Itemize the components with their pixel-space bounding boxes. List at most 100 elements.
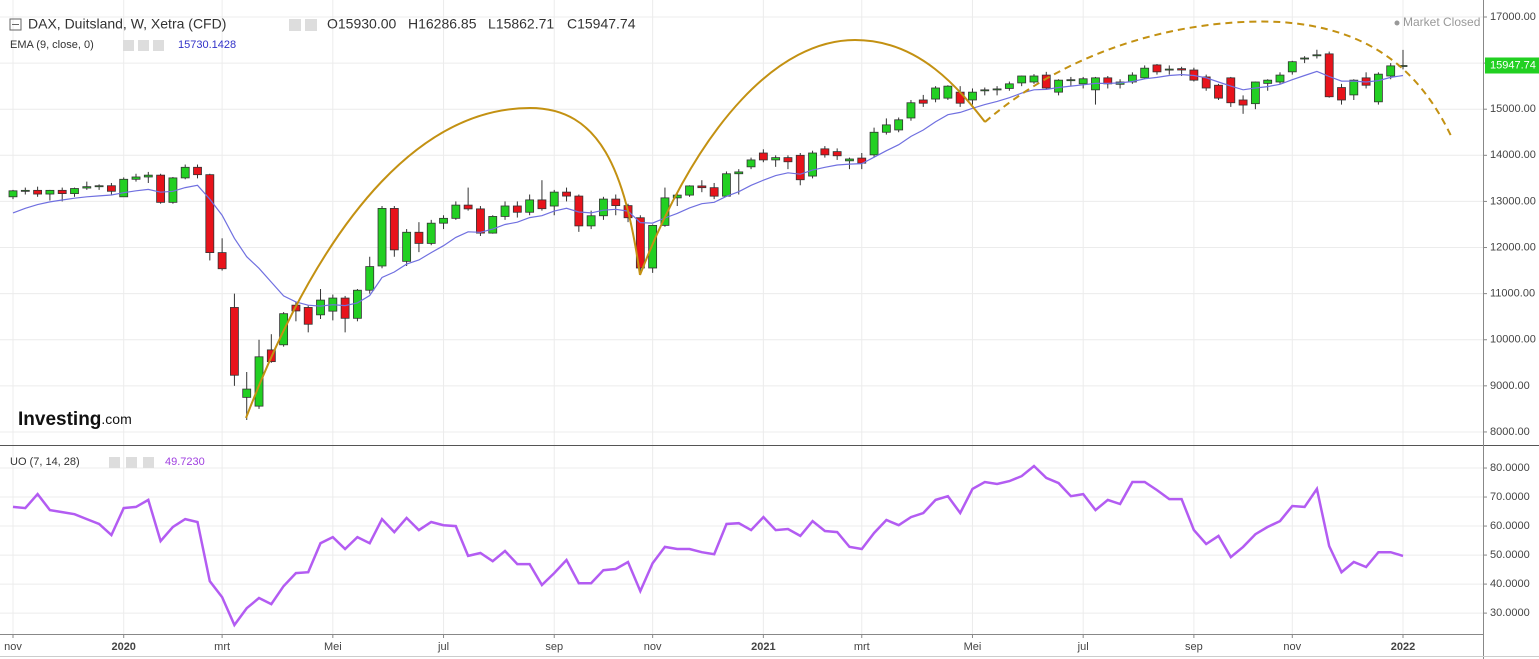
candle-body	[832, 151, 842, 157]
candle-body	[906, 102, 916, 119]
candle-body	[180, 166, 190, 179]
candle-body	[156, 174, 166, 203]
candle-body	[1250, 81, 1260, 105]
candle-body	[549, 191, 559, 207]
settings-icon[interactable]	[123, 40, 134, 51]
chart-title: DAX, Duitsland, W, Xetra (CFD)	[28, 16, 226, 32]
settings-icon[interactable]	[305, 19, 317, 31]
annotation-arc	[639, 38, 986, 276]
candle-body	[808, 152, 817, 177]
candle-body	[845, 158, 854, 162]
grid	[0, 0, 1483, 634]
candle-body	[217, 252, 227, 270]
y-tick-label: 17000.00	[1490, 11, 1536, 23]
candle-body	[316, 299, 325, 316]
candle-body	[758, 152, 768, 161]
candle-body	[463, 204, 473, 210]
candle-body	[709, 187, 719, 197]
candle-body	[500, 205, 510, 217]
candle-body	[881, 124, 891, 133]
ohlc-label: O15930.00	[327, 16, 396, 32]
candle-body	[131, 176, 141, 180]
x-tick-label: 2020	[111, 641, 135, 653]
candle-body	[660, 197, 670, 226]
y-tick-label: 40.0000	[1490, 578, 1530, 590]
candle-body	[820, 148, 830, 156]
candle-body	[1041, 74, 1051, 89]
collapse-icon[interactable]	[9, 18, 22, 31]
candle-body	[242, 388, 252, 398]
annotation-arc-dashed	[984, 20, 1453, 139]
candle-body	[488, 216, 498, 234]
candle-body	[107, 185, 116, 192]
candle-body	[1238, 99, 1248, 106]
candle-body	[476, 208, 485, 234]
settings-icon[interactable]	[126, 457, 137, 468]
ohlc-label: L15862.71	[488, 16, 554, 32]
candle-body	[685, 185, 694, 196]
candle-body	[82, 186, 92, 189]
x-tick-label: mrt	[854, 641, 870, 653]
candle-body	[8, 190, 18, 198]
ema-line	[12, 70, 1404, 307]
market-status: Market Closed	[1403, 15, 1480, 29]
candle-body	[94, 185, 104, 188]
candle-body	[635, 217, 645, 269]
settings-icon[interactable]	[153, 40, 164, 51]
candle-body	[1214, 84, 1223, 99]
y-tick-label: 10000.00	[1490, 334, 1536, 346]
candle-body	[1312, 54, 1322, 57]
candle-body	[968, 91, 977, 101]
x-tick-label: nov	[4, 641, 22, 653]
candle-body	[1029, 75, 1039, 83]
candle-body	[340, 297, 350, 319]
candle-body	[1201, 76, 1211, 89]
candle-body	[57, 189, 67, 194]
ema-value: 15730.1428	[178, 39, 236, 51]
candle-body	[525, 199, 535, 213]
candle-body	[205, 174, 215, 253]
candle-body	[353, 289, 362, 319]
candle-body	[377, 208, 387, 267]
candle-body	[611, 198, 621, 207]
candle-body	[894, 119, 904, 131]
candle-body	[1337, 87, 1346, 101]
candle-body	[697, 185, 707, 189]
y-tick-label: 50.0000	[1490, 549, 1530, 561]
candle-body	[1287, 61, 1297, 73]
candle-body	[1226, 77, 1236, 104]
x-tick-label: 2022	[1391, 641, 1415, 653]
marks	[8, 49, 1408, 628]
candle-body	[1177, 68, 1186, 71]
candle-body	[1152, 64, 1162, 73]
y-tick-label: 11000.00	[1490, 288, 1535, 300]
settings-icon[interactable]	[143, 457, 154, 468]
candle-body	[389, 208, 399, 251]
settings-icon[interactable]	[138, 40, 149, 51]
candle-body	[931, 87, 940, 100]
y-tick-label: 30.0000	[1490, 607, 1530, 619]
ema-label: EMA (9, close, 0)	[10, 39, 94, 51]
candle-body	[414, 231, 424, 244]
candle-body	[992, 88, 1002, 91]
candle-body	[254, 356, 264, 407]
y-tick-label: 60.0000	[1490, 520, 1530, 532]
y-tick-label: 12000.00	[1490, 241, 1536, 253]
candle-body	[771, 157, 781, 161]
y-tick-label: 14000.00	[1490, 149, 1536, 161]
settings-icon[interactable]	[109, 457, 120, 468]
candle-body	[451, 204, 461, 219]
candle-body	[722, 173, 731, 197]
settings-icon[interactable]	[289, 19, 301, 31]
status-dot	[1394, 20, 1400, 26]
ohlc-label: C15947.74	[567, 16, 636, 32]
candle-body	[1164, 68, 1174, 71]
candle-body	[1140, 67, 1150, 79]
y-tick-label: 9000.00	[1490, 380, 1530, 392]
candle-body	[1386, 65, 1396, 77]
uo-line	[12, 464, 1404, 628]
ohlc-label: H16286.85	[408, 16, 477, 32]
candle-body	[512, 205, 522, 213]
